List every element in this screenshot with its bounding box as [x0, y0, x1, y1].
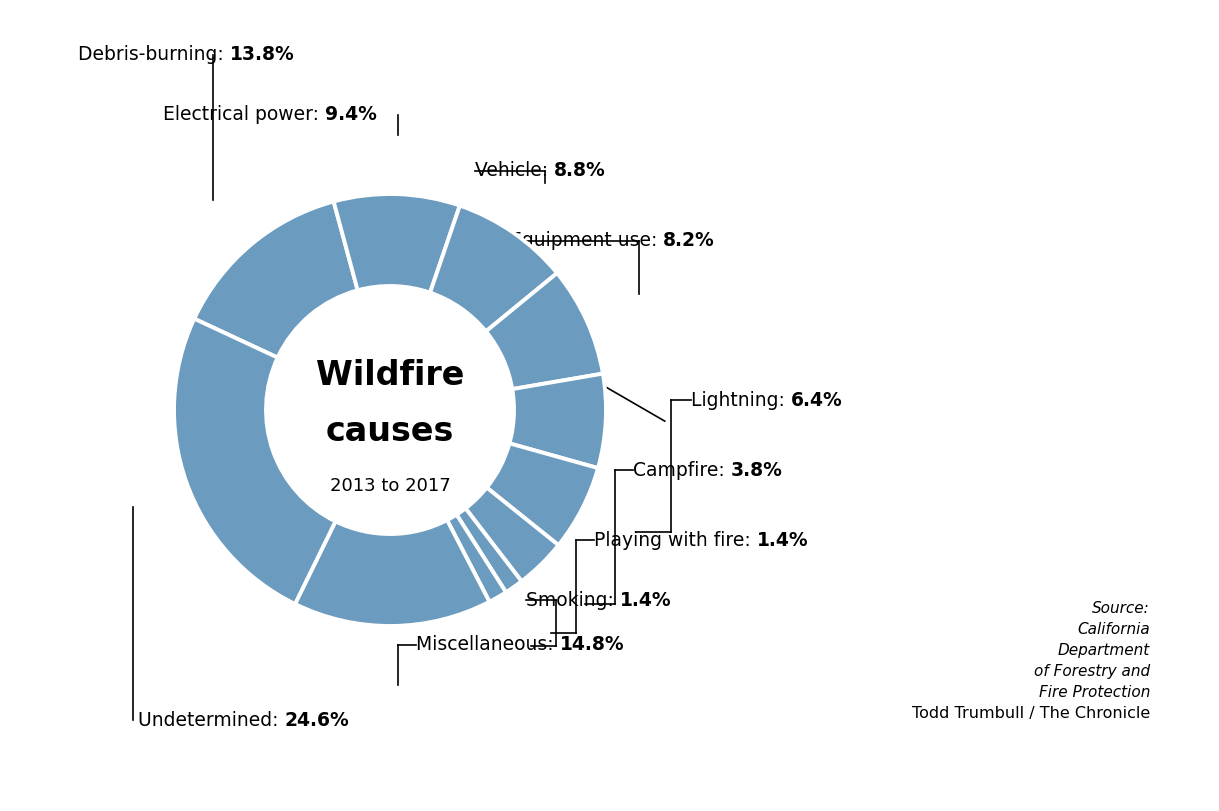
- Text: Playing with fire:: Playing with fire:: [594, 530, 757, 550]
- Text: 7%: 7%: [556, 311, 588, 329]
- Wedge shape: [486, 444, 599, 545]
- Wedge shape: [194, 201, 357, 358]
- Wedge shape: [430, 206, 557, 332]
- Text: Arson:: Arson:: [490, 311, 556, 329]
- Text: 8.2%: 8.2%: [663, 231, 716, 251]
- Wedge shape: [510, 374, 606, 468]
- Text: Lightning:: Lightning:: [691, 391, 791, 410]
- Text: 13.8%: 13.8%: [229, 45, 295, 65]
- Text: 1.4%: 1.4%: [757, 530, 808, 550]
- Text: Miscellaneous:: Miscellaneous:: [416, 636, 560, 654]
- Text: Smoking:: Smoking:: [525, 590, 619, 610]
- Wedge shape: [295, 520, 490, 626]
- Wedge shape: [447, 515, 506, 602]
- Text: 24.6%: 24.6%: [284, 710, 350, 730]
- Text: Debris-burning:: Debris-burning:: [78, 45, 229, 65]
- Text: Todd Trumbull / The Chronicle: Todd Trumbull / The Chronicle: [912, 706, 1150, 721]
- Text: Source:
California
Department
of Forestry and
Fire Protection: Source: California Department of Forestr…: [1034, 601, 1150, 700]
- Wedge shape: [457, 508, 522, 592]
- Text: causes: causes: [325, 415, 455, 448]
- Text: Wildfire: Wildfire: [316, 359, 464, 392]
- Text: 8.8%: 8.8%: [555, 161, 606, 181]
- Text: Equipment use:: Equipment use:: [510, 231, 663, 251]
- Wedge shape: [334, 194, 460, 293]
- Wedge shape: [486, 273, 603, 389]
- Text: Campfire:: Campfire:: [633, 461, 731, 479]
- Text: 9.4%: 9.4%: [325, 105, 377, 125]
- Text: 6.4%: 6.4%: [791, 391, 842, 410]
- Text: 1.4%: 1.4%: [619, 590, 672, 610]
- Wedge shape: [466, 487, 558, 581]
- Text: Electrical power:: Electrical power:: [163, 105, 325, 125]
- Text: 2013 to 2017: 2013 to 2017: [329, 477, 450, 495]
- Text: 3.8%: 3.8%: [731, 461, 783, 479]
- Text: Vehicle:: Vehicle:: [475, 161, 555, 181]
- Text: Undetermined:: Undetermined:: [138, 710, 284, 730]
- Wedge shape: [174, 319, 335, 604]
- Text: 14.8%: 14.8%: [560, 636, 624, 654]
